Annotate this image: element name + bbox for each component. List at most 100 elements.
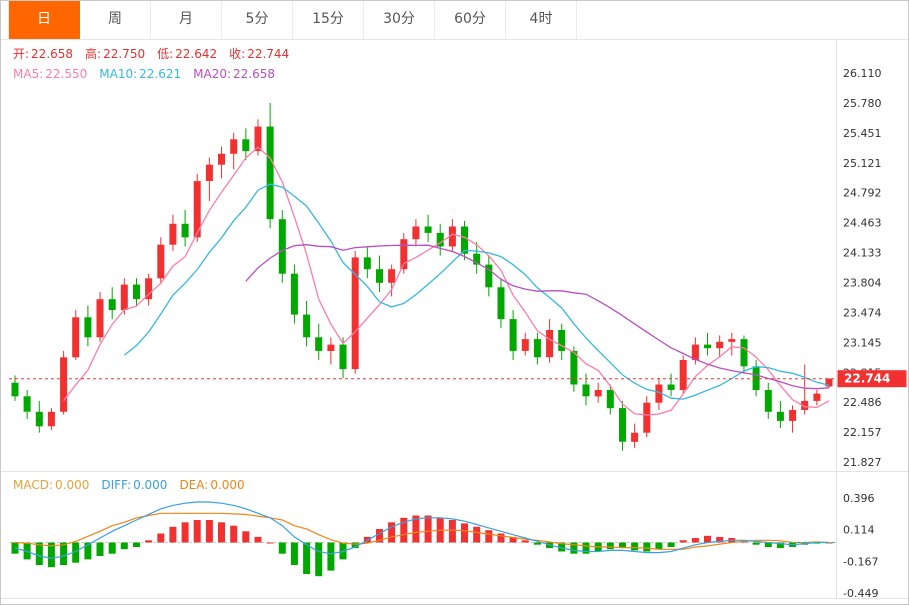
candle-body	[218, 153, 225, 165]
ma20-value: 22.658	[233, 67, 275, 81]
macd-hist-bar	[764, 542, 772, 547]
macd-hist-bar	[400, 517, 408, 543]
macd-hist-bar	[424, 515, 432, 543]
candle-body	[278, 219, 286, 274]
macd-hist-bar	[290, 542, 298, 565]
dea-label: DEA:	[179, 478, 209, 492]
macd-hist-bar	[582, 542, 590, 554]
diff-label: DIFF:	[101, 478, 132, 492]
tab-15分[interactable]: 15分	[293, 1, 364, 39]
macd-hist-bar	[218, 522, 225, 543]
price-axis-label: 22.486	[843, 396, 882, 409]
candles-layer	[11, 103, 833, 451]
candle-body	[448, 226, 456, 247]
tab-5分[interactable]: 5分	[222, 1, 293, 39]
candle-body	[582, 384, 590, 397]
macd-hist-bar	[169, 526, 177, 543]
current-price-tag: 22.744	[837, 370, 907, 388]
candle-body	[667, 384, 675, 390]
tab-周[interactable]: 周	[80, 1, 151, 39]
open-value: 22.658	[31, 47, 74, 61]
macd-hist-bar	[667, 542, 675, 547]
candle-body	[789, 410, 797, 421]
candle-body	[242, 139, 250, 152]
price-axis-label: 25.451	[843, 127, 882, 140]
tab-月[interactable]: 月	[151, 1, 222, 39]
candle-body	[509, 319, 517, 351]
macd-hist-bar	[35, 542, 43, 565]
candle-body	[327, 344, 335, 351]
open-label: 开:	[13, 47, 30, 61]
candle-body	[363, 257, 371, 270]
candle-body	[424, 226, 432, 233]
macd-hist-bar	[47, 542, 55, 568]
macd-hist-bar	[655, 542, 663, 550]
macd-axis-label: -0.449	[843, 587, 878, 600]
ohlc-legend: 开: 22.658 高: 22.750 低: 22.642 收: 22.744	[13, 47, 301, 61]
macd-hist-bar	[716, 536, 724, 543]
macd-hist-bar	[96, 542, 104, 556]
macd-hist-bar	[461, 523, 468, 543]
candle-body	[825, 378, 833, 387]
candle-body	[84, 317, 92, 338]
macd-hist-bar	[509, 536, 517, 543]
candle-body	[339, 344, 347, 370]
candle-body	[497, 287, 505, 320]
diff-value: 0.000	[133, 478, 168, 492]
candle-body	[801, 400, 809, 410]
candle-body	[315, 337, 323, 351]
macd-hist-bar	[145, 540, 153, 543]
candle-body	[533, 339, 541, 358]
macd-hist-bar	[72, 542, 80, 563]
ma5-line	[63, 146, 830, 416]
macd-hist-bar	[84, 542, 92, 560]
macd-hist-bar	[606, 542, 614, 550]
candle-body	[47, 411, 55, 427]
price-axis-label: 24.133	[843, 247, 882, 260]
high-label: 高:	[85, 47, 102, 61]
candle-body	[631, 432, 639, 442]
macd-hist-bar	[412, 515, 420, 543]
tab-日[interactable]: 日	[8, 1, 80, 39]
price-axis-label: 23.804	[843, 276, 882, 289]
candle-body	[643, 402, 651, 433]
candle-body	[254, 126, 262, 152]
ma10-label: MA10:	[99, 67, 138, 81]
tab-30分[interactable]: 30分	[364, 1, 435, 39]
tab-4时[interactable]: 4时	[506, 1, 577, 39]
macd-hist-bar	[752, 542, 760, 545]
ma-legend: MA5: 22.550 MA10: 22.621 MA20: 22.658	[13, 67, 287, 81]
candle-body	[388, 269, 396, 283]
macd-hist-bar	[619, 542, 626, 549]
macd-hist-bar	[303, 542, 311, 574]
candle-body	[351, 257, 359, 370]
macd-hist-bar	[266, 542, 274, 544]
price-axis-label: 24.792	[843, 187, 882, 200]
macd-hist-bar	[388, 522, 396, 543]
candle-body	[133, 284, 140, 300]
candle-body	[619, 408, 626, 442]
macd-hist-bar	[521, 540, 529, 543]
macd-hist-bar	[497, 533, 505, 543]
candle-body	[813, 393, 821, 401]
candle-body	[679, 360, 687, 390]
macd-hist-bar	[448, 520, 456, 543]
candle-body	[521, 339, 529, 351]
tab-60分[interactable]: 60分	[435, 1, 506, 39]
candle-body	[60, 357, 68, 412]
candle-body	[461, 226, 468, 254]
candle-body	[35, 411, 43, 427]
candle-body	[290, 273, 298, 315]
candle-body	[266, 126, 274, 220]
macd-hist-bar	[473, 526, 481, 543]
macd-hist-bar	[133, 542, 140, 547]
macd-hist-bar	[230, 525, 238, 543]
candle-body	[764, 390, 772, 412]
macd-hist-bar	[643, 542, 651, 552]
ma20-label: MA20:	[193, 67, 231, 81]
macd-hist-bar	[570, 542, 578, 554]
macd-axis-label: 0.114	[843, 524, 875, 537]
macd-hist-bar	[558, 542, 566, 552]
low-value: 22.642	[175, 47, 218, 61]
